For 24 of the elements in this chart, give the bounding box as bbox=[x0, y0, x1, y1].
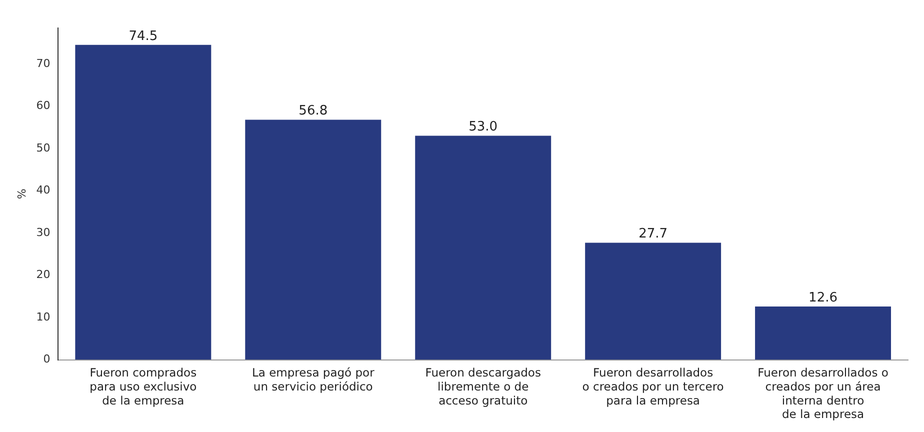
y-tick-label: 60 bbox=[36, 99, 50, 112]
x-tick-label: La empresa pagó por un servicio periódico bbox=[252, 366, 375, 394]
bar bbox=[755, 306, 892, 360]
data-label: 53.0 bbox=[468, 120, 498, 135]
y-axis-title: % bbox=[15, 188, 28, 200]
x-tick-label: Fueron desarrollados o creados por un tercero para la empresa bbox=[582, 366, 724, 408]
y-tick-label: 0 bbox=[43, 352, 50, 366]
data-label: 56.8 bbox=[298, 104, 328, 119]
y-tick-label: 30 bbox=[36, 226, 50, 239]
x-tick-label: Fueron comprados para uso exclusivo de la empresa bbox=[90, 366, 197, 408]
y-tick-label: 40 bbox=[36, 184, 50, 197]
bar bbox=[245, 120, 382, 360]
y-tick-label: 10 bbox=[36, 310, 50, 324]
bar bbox=[415, 136, 552, 360]
bar bbox=[75, 44, 212, 360]
bar bbox=[585, 242, 722, 360]
x-tick-label: Fueron descargados libremente o de acceso gratuito bbox=[425, 366, 541, 408]
data-label: 12.6 bbox=[808, 290, 838, 306]
x-tick-label: Fueron desarrollados o creados por un área interna dentro de la empresa bbox=[758, 366, 888, 422]
y-tick-label: 50 bbox=[36, 141, 50, 154]
y-tick-label: 70 bbox=[36, 56, 50, 70]
data-label: 27.7 bbox=[638, 226, 668, 242]
y-tick-label: 20 bbox=[36, 268, 50, 282]
data-label: 74.5 bbox=[128, 28, 158, 44]
